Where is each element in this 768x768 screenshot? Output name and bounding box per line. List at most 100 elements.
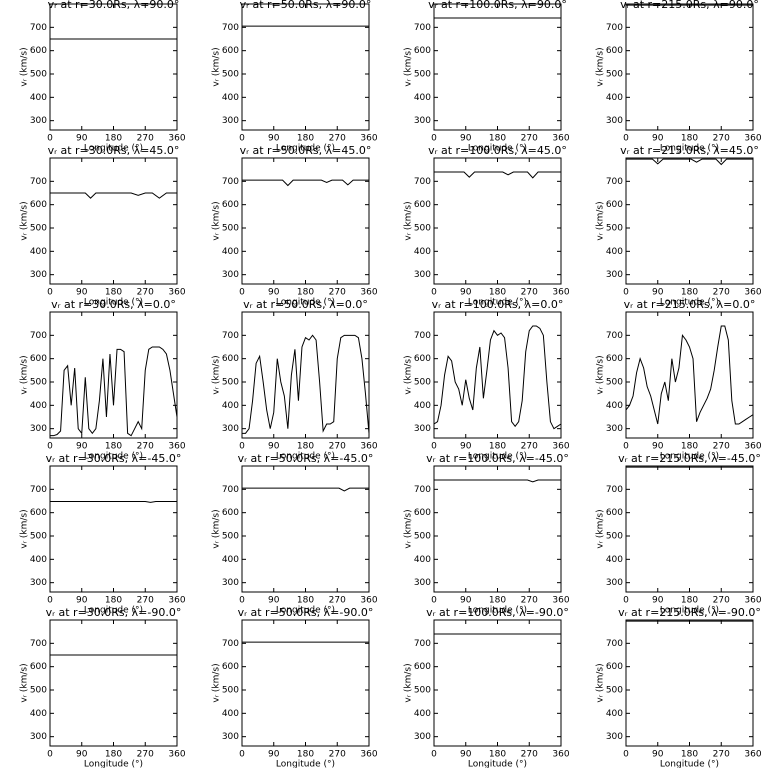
panel-title: vᵣ at r=215.0Rs, λ=-45.0°: [618, 452, 761, 465]
plot-frame: [433, 465, 562, 593]
plot-frame: [433, 311, 562, 439]
x-tick-label: 270: [521, 134, 538, 144]
data-line: [50, 192, 177, 199]
y-tick-label: 400: [222, 93, 239, 103]
y-tick-label: 400: [414, 247, 431, 257]
y-tick-label: 500: [222, 224, 239, 234]
x-axis-label: Longitude (°): [84, 452, 143, 462]
panel-title: vᵣ at r=50.0Rs, λ=45.0°: [240, 144, 372, 157]
x-tick-label: 90: [652, 750, 664, 760]
y-axis-label: vᵣ (km/s): [596, 355, 606, 394]
x-tick-label: 90: [460, 134, 472, 144]
x-tick-label: 0: [47, 288, 53, 298]
x-tick-label: 360: [552, 596, 569, 606]
x-tick-label: 180: [297, 596, 314, 606]
y-tick-label: 600: [414, 200, 431, 210]
x-tick-label: 90: [460, 288, 472, 298]
y-tick-label: 400: [30, 247, 47, 257]
y-tick-label: 400: [414, 93, 431, 103]
y-tick-label: 500: [30, 686, 47, 696]
panel: vᵣ at r=215.0Rs, λ=0.0° 0 90 180 270 360 300 40…: [596, 298, 762, 462]
x-tick-label: 90: [76, 750, 88, 760]
plot-frame: [433, 619, 562, 747]
x-tick-label: 0: [239, 442, 245, 452]
y-tick-label: 700: [414, 23, 431, 33]
x-tick-label: 0: [623, 134, 629, 144]
x-tick-label: 180: [489, 134, 506, 144]
x-tick-label: 360: [744, 134, 761, 144]
plot-frame: [49, 3, 178, 131]
panel: vᵣ at r=215.0Rs, λ=90.0°0 90 180 270 3603004…: [596, 0, 762, 154]
panel: vᵣ at r=100.0Rs, λ=90.0°0 90 180 270 3603004…: [404, 0, 570, 154]
y-tick-label: 600: [414, 508, 431, 518]
x-tick-label: 180: [105, 134, 122, 144]
y-tick-label: 300: [606, 116, 623, 126]
y-tick-label: 500: [414, 224, 431, 234]
x-tick-label: 0: [47, 442, 53, 452]
panel: vᵣ at r=50.0Rs, λ=-90.0° 0 90 180 270 360 300 4…: [212, 606, 378, 768]
panel: vᵣ at r=215.0Rs, λ=-45.0° 0 90 180 270 360 300…: [596, 452, 762, 616]
x-tick-label: 0: [431, 442, 437, 452]
y-tick-label: 500: [30, 224, 47, 234]
x-tick-label: 90: [268, 750, 280, 760]
x-axis-label: Longitude (°): [276, 452, 335, 462]
y-tick-label: 600: [414, 662, 431, 672]
y-axis-label: vᵣ (km/s): [20, 355, 30, 394]
y-tick-label: 500: [606, 378, 623, 388]
x-tick-label: 180: [489, 288, 506, 298]
y-tick-label: 700: [414, 639, 431, 649]
x-axis-label: Longitude (°): [660, 452, 719, 462]
x-tick-label: 360: [552, 134, 569, 144]
x-tick-label: 360: [744, 596, 761, 606]
data-line: [626, 158, 753, 166]
y-tick-label: 500: [414, 686, 431, 696]
y-tick-label: 400: [222, 401, 239, 411]
y-axis-label: vᵣ (km/s): [596, 47, 606, 86]
panel-title: vᵣ at r=50.0Rs, λ=0.0°: [243, 298, 368, 311]
x-tick-label: 270: [521, 442, 538, 452]
y-tick-label: 700: [414, 177, 431, 187]
x-tick-label: 90: [76, 134, 88, 144]
y-axis-label: vᵣ (km/s): [20, 47, 30, 86]
y-tick-label: 300: [222, 578, 239, 588]
x-tick-label: 180: [297, 442, 314, 452]
y-tick-label: 500: [414, 70, 431, 80]
data-line: [625, 325, 754, 425]
x-tick-label: 270: [713, 288, 730, 298]
x-tick-label: 270: [329, 442, 346, 452]
x-axis-label: Longitude (°): [84, 760, 143, 768]
y-axis-label: vᵣ (km/s): [212, 509, 222, 548]
y-tick-label: 700: [222, 331, 239, 341]
x-tick-label: 0: [239, 750, 245, 760]
panel: vᵣ at r=100.0Rs, λ=0.0° 0 90 180 270 360 300 40…: [404, 298, 570, 462]
panel: vᵣ at r=50.0Rs, λ=90.0°0 90 180 270 36030040…: [212, 0, 378, 154]
x-axis-label: Longitude (°): [468, 298, 527, 308]
x-tick-label: 90: [460, 442, 472, 452]
y-tick-label: 300: [606, 578, 623, 588]
panel: vᵣ at r=30.0Rs, λ=-45.0° 0 90 180 270 360 300 4…: [20, 452, 186, 616]
x-tick-label: 0: [47, 750, 53, 760]
x-tick-label: 0: [47, 134, 53, 144]
y-tick-label: 400: [222, 247, 239, 257]
panel-title: vᵣ at r=30.0Rs, λ=0.0°: [51, 298, 176, 311]
y-tick-label: 300: [222, 424, 239, 434]
x-tick-label: 0: [431, 750, 437, 760]
y-tick-label: 500: [222, 378, 239, 388]
x-axis-label: Longitude (°): [468, 144, 527, 154]
y-tick-label: 400: [606, 555, 623, 565]
x-tick-label: 360: [168, 134, 185, 144]
y-tick-label: 300: [30, 578, 47, 588]
y-tick-label: 700: [414, 485, 431, 495]
y-tick-label: 700: [606, 23, 623, 33]
y-tick-label: 400: [414, 555, 431, 565]
x-tick-label: 180: [489, 442, 506, 452]
y-tick-label: 300: [606, 424, 623, 434]
panel: vᵣ at r=30.0Rs, λ=45.0° 0 90 180 270 360 300 40…: [20, 144, 186, 308]
x-tick-label: 180: [489, 750, 506, 760]
y-tick-label: 400: [222, 555, 239, 565]
y-tick-label: 700: [414, 331, 431, 341]
x-tick-label: 180: [681, 750, 698, 760]
x-tick-label: 180: [297, 134, 314, 144]
x-tick-label: 360: [744, 750, 761, 760]
